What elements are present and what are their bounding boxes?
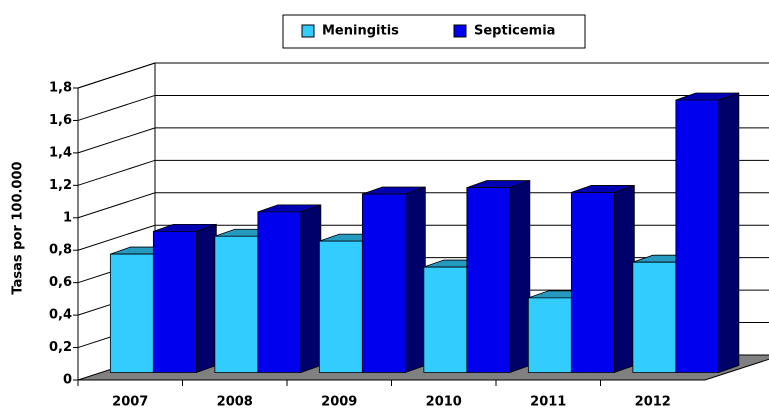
bar-side <box>404 186 426 374</box>
y-tick-label: 0 <box>63 373 72 388</box>
legend-box <box>282 14 586 49</box>
x-tick-label: 2010 <box>426 395 462 408</box>
y-tick-label: 0,2 <box>49 340 72 355</box>
bar-front <box>466 187 511 373</box>
grid-line <box>77 62 769 89</box>
bar-side <box>509 180 531 374</box>
bar-side <box>718 92 740 374</box>
bar <box>361 186 426 374</box>
bar-front <box>257 211 302 373</box>
bar-side <box>195 223 217 374</box>
bar-front <box>361 193 406 373</box>
x-tick-label: 2012 <box>635 395 671 408</box>
bar-front <box>318 240 363 373</box>
bar-side <box>300 204 322 374</box>
legend-swatch <box>453 24 467 38</box>
grid-line <box>77 94 769 121</box>
bar <box>152 223 217 374</box>
bar <box>675 92 740 374</box>
y-tick-label: 1,6 <box>49 113 72 128</box>
x-tick-label: 2007 <box>112 395 148 408</box>
x-tick-label: 2009 <box>321 395 357 408</box>
bar <box>257 204 322 374</box>
bar-front <box>632 261 677 373</box>
y-tick-label: 1,8 <box>49 81 72 96</box>
x-tick-label: 2011 <box>530 395 566 408</box>
y-tick-label: 0,4 <box>49 308 72 323</box>
grid-line <box>77 127 769 154</box>
legend-label: Meningitis <box>322 24 399 39</box>
bar-front <box>423 266 468 373</box>
bar-front <box>570 192 615 373</box>
legend-swatch <box>301 24 315 38</box>
bar-front <box>152 230 197 373</box>
legend-label: Septicemia <box>474 24 555 39</box>
y-tick-label: 0,6 <box>49 275 72 290</box>
bar <box>466 180 531 374</box>
y-tick-label: 1 <box>63 210 72 225</box>
bar-side <box>613 184 635 374</box>
bar <box>570 184 635 374</box>
bar-front <box>675 99 720 373</box>
bar-front <box>214 235 259 373</box>
bar-front <box>527 297 572 373</box>
bar-front <box>109 253 154 373</box>
y-tick-label: 1,4 <box>49 145 72 160</box>
y-axis-label: Tasas por 100.000 <box>11 161 26 294</box>
y-tick-label: 0,8 <box>49 243 72 258</box>
y-tick-label: 1,2 <box>49 178 72 193</box>
grid-line <box>77 159 769 186</box>
x-tick-label: 2008 <box>217 395 253 408</box>
